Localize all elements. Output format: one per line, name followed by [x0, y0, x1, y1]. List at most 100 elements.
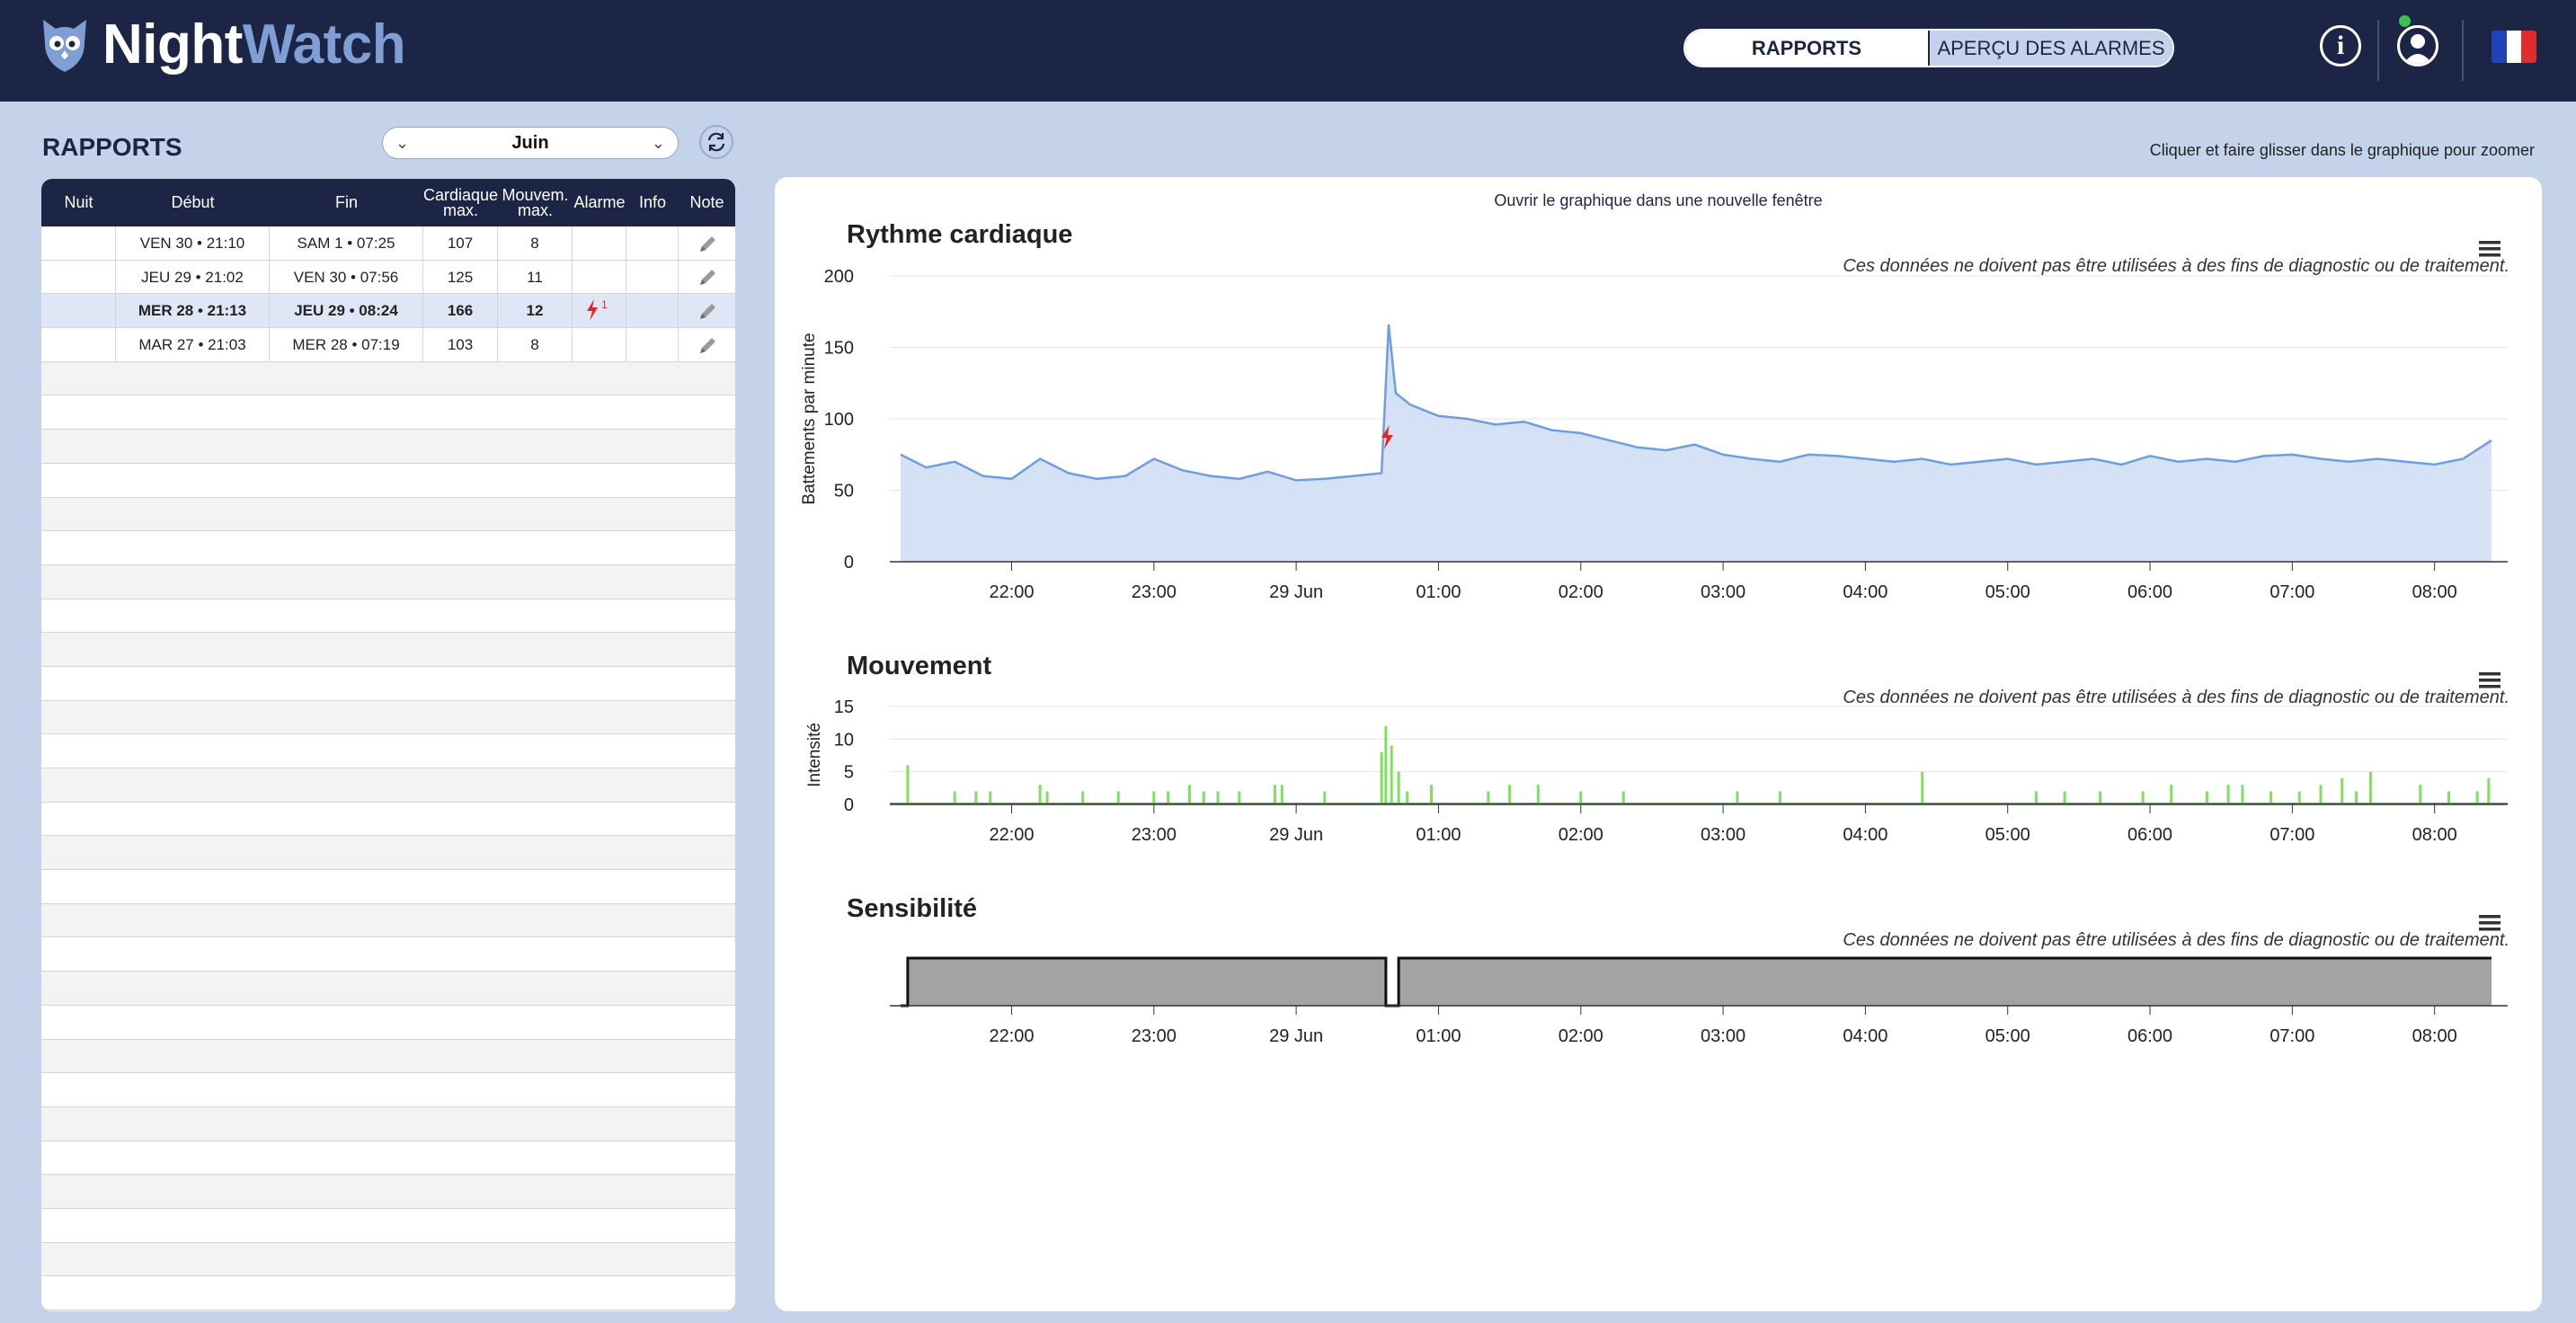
empty-table-row: [41, 430, 735, 464]
info-icon[interactable]: i: [2320, 25, 2361, 67]
movement-bar: [1238, 791, 1241, 804]
cell-info: [626, 260, 679, 294]
tab-apercu-des-alarmes[interactable]: APERÇU DES ALARMES: [1928, 31, 2172, 66]
column-header-cardiaque[interactable]: Cardiaque max.: [423, 185, 499, 219]
chart-menu-icon[interactable]: [2479, 241, 2500, 257]
cell-alarme: [573, 226, 626, 260]
movement-bar: [2063, 791, 2066, 804]
empty-table-row: [41, 1242, 735, 1277]
cell-mouvement-max: 8: [498, 226, 573, 260]
x-tick-label: 02:00: [1559, 1026, 1603, 1046]
empty-table-row: [41, 734, 735, 768]
chevron-down-icon: ⌄: [395, 134, 410, 152]
empty-table-row: [41, 1310, 735, 1311]
column-header-mouvement[interactable]: Mouvem. max.: [502, 185, 569, 219]
empty-table-row: [41, 903, 735, 938]
movement-bar: [1152, 791, 1156, 804]
column-header-info[interactable]: Info: [638, 193, 667, 211]
movement-bar: [2475, 791, 2479, 804]
x-tick-label: 29 Jun: [1269, 582, 1323, 602]
month-select[interactable]: ⌄ Juin ⌄: [382, 127, 679, 159]
edit-note-button[interactable]: [679, 226, 735, 260]
alarm-marker-icon[interactable]: [1381, 425, 1393, 449]
reports-table: Nuit Début Fin Cardiaque max. Mouvem. max.…: [41, 179, 735, 1311]
chart-menu-icon[interactable]: [2479, 672, 2500, 688]
movement-bar: [2447, 791, 2451, 804]
movement-bar: [2355, 791, 2358, 804]
edit-note-button[interactable]: [679, 294, 735, 327]
owl-logo-icon: [43, 20, 86, 72]
empty-table-row: [41, 361, 735, 396]
movement-bar: [2170, 785, 2173, 804]
x-tick-label: 07:00: [2270, 1026, 2314, 1046]
open-chart-new-window-link[interactable]: Ouvrir le graphique dans une nouvelle fe…: [1494, 191, 1823, 209]
column-header-note[interactable]: Note: [689, 193, 724, 211]
sensitivity-area: [901, 958, 2492, 1006]
movement-bar: [1280, 785, 1284, 804]
table-header: Nuit Début Fin Cardiaque max. Mouvem. max.…: [41, 179, 735, 226]
chart-menu-icon-line: [2479, 241, 2500, 244]
edit-note-button[interactable]: [679, 328, 735, 361]
y-axis-label: Battements par minute: [800, 333, 819, 504]
movement-bar: [1487, 791, 1490, 804]
y-axis-label: Intensité: [805, 723, 824, 787]
online-status-dot: [2399, 15, 2411, 27]
table-row[interactable]: MAR 27 • 21:03 MER 28 • 07:19 103 8: [41, 328, 735, 362]
table-row[interactable]: JEU 29 • 21:02 VEN 30 • 07:56 125 11: [41, 260, 735, 295]
movement-bar: [1038, 785, 1042, 804]
tab-rapports[interactable]: RAPPORTS: [1685, 31, 1928, 66]
column-header-debut[interactable]: Début: [171, 193, 215, 211]
movement-bar: [1202, 791, 1205, 804]
chart-menu-icon[interactable]: [2479, 915, 2500, 931]
x-tick-label: 04:00: [1843, 582, 1888, 602]
language-flag-fr-icon[interactable]: [2492, 31, 2536, 63]
movement-bar: [2487, 777, 2491, 804]
table-row[interactable]: MER 28 • 21:13 JEU 29 • 08:24 166 12 1: [41, 294, 735, 329]
movement-bar: [953, 791, 956, 804]
movement-bar: [2270, 791, 2273, 804]
chart-menu-icon-line: [2479, 672, 2500, 676]
column-header-fin[interactable]: Fin: [334, 193, 358, 211]
empty-table-row: [41, 1209, 735, 1243]
cell-nuit: [41, 226, 116, 260]
column-header-nuit[interactable]: Nuit: [64, 193, 93, 211]
empty-table-row: [41, 1106, 735, 1141]
refresh-icon: [707, 132, 725, 152]
chart-menu-icon-line: [2479, 685, 2500, 688]
pencil-icon: [696, 269, 719, 286]
movement-bar: [1273, 785, 1276, 804]
cell-nuit: [41, 328, 116, 361]
edit-note-button[interactable]: [679, 261, 735, 294]
main-tabs: RAPPORTS APERÇU DES ALARMES: [1683, 29, 2174, 67]
y-tick-label: 200: [824, 267, 854, 287]
top-navigation-bar: NightWatch RAPPORTS APERÇU DES ALARMES i: [0, 0, 2576, 102]
empty-table-row: [41, 1276, 735, 1310]
x-tick-label: 06:00: [2127, 1026, 2172, 1046]
movement-bar: [1579, 791, 1583, 804]
cell-alarme[interactable]: 1: [573, 294, 626, 328]
cell-mouvement-max: 12: [498, 294, 573, 328]
movement-bar: [1397, 771, 1400, 804]
x-tick-label: 02:00: [1559, 582, 1603, 602]
movement-bar: [1621, 791, 1625, 804]
table-row[interactable]: VEN 30 • 21:10 SAM 1 • 07:25 107 8: [41, 226, 735, 261]
x-tick-label: 03:00: [1701, 825, 1745, 845]
charts-canvas[interactable]: Rythme cardiaque Ces données ne doivent p…: [775, 177, 2542, 1311]
refresh-button[interactable]: [699, 125, 733, 159]
empty-table-row: [41, 497, 735, 532]
x-tick-label: 05:00: [1985, 1026, 2030, 1046]
empty-table-row: [41, 564, 735, 599]
empty-table-row: [41, 1073, 735, 1107]
y-tick-label: 0: [844, 553, 854, 573]
chart-menu-icon-line: [2479, 928, 2500, 931]
disclaimer-text: Ces données ne doivent pas être utilisée…: [1843, 256, 2509, 276]
movement-bar: [2141, 791, 2145, 804]
x-tick-label: 05:00: [1985, 825, 2030, 845]
user-icon[interactable]: [2397, 25, 2438, 67]
movement-bar: [2205, 791, 2208, 804]
movement-bar: [2226, 785, 2230, 804]
column-header-alarme[interactable]: Alarme: [573, 193, 626, 211]
x-tick-label: 29 Jun: [1269, 825, 1323, 845]
x-tick-label: 01:00: [1416, 825, 1461, 845]
movement-bar: [2319, 785, 2323, 804]
